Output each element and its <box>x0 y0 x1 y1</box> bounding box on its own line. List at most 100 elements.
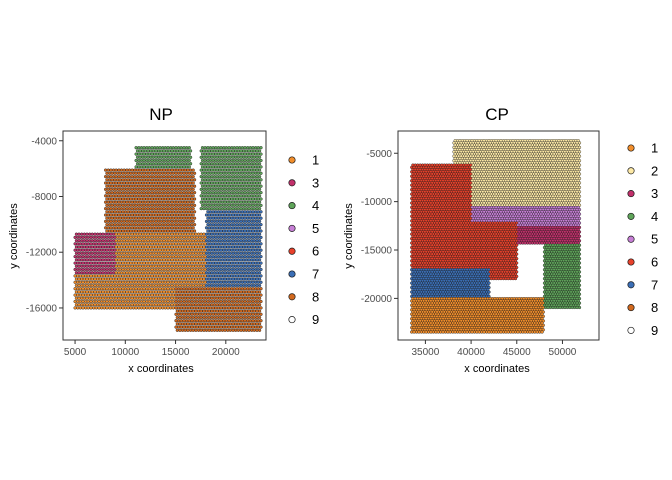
np-spot <box>190 184 194 188</box>
np-spot <box>255 181 259 185</box>
np-spot <box>153 293 157 297</box>
np-spot <box>186 290 190 294</box>
np-legend-label: 8 <box>312 289 319 304</box>
np-spot <box>197 322 201 326</box>
np-spot <box>236 168 240 172</box>
np-spot <box>163 274 167 278</box>
np-spot <box>252 168 256 172</box>
np-spot <box>146 175 150 179</box>
np-spot <box>255 264 259 268</box>
np-spot <box>126 255 130 259</box>
np-spot <box>232 287 236 291</box>
np-spot <box>254 274 258 278</box>
np-spot <box>170 149 174 153</box>
np-spot <box>191 322 195 326</box>
np-spot <box>211 325 215 329</box>
np-spot <box>248 306 252 310</box>
np-spot <box>127 245 132 249</box>
np-spot <box>113 274 117 278</box>
np-spot <box>94 299 98 304</box>
np-spot <box>218 175 222 179</box>
np-spot <box>200 235 205 239</box>
np-spot <box>143 187 147 191</box>
np-spot <box>130 251 134 255</box>
np-spot <box>159 207 163 211</box>
np-spot <box>194 309 198 313</box>
np-spot <box>187 158 191 163</box>
np-spot <box>207 207 211 211</box>
np-spot <box>232 306 236 310</box>
np-spot <box>166 235 170 239</box>
np-spot <box>147 152 151 156</box>
np-spot <box>185 210 189 214</box>
np-spot <box>82 258 86 262</box>
np-spot <box>212 251 217 255</box>
np-spot <box>126 306 130 310</box>
np-spot <box>185 158 189 163</box>
np-spot <box>248 210 252 214</box>
np-spot <box>183 309 187 313</box>
np-spot <box>218 232 222 236</box>
np-spot <box>259 223 263 227</box>
np-spot <box>151 149 155 153</box>
np-spot <box>173 258 177 262</box>
np-spot <box>174 152 178 156</box>
np-spot <box>228 168 232 172</box>
np-spot <box>243 312 247 316</box>
np-spot <box>114 303 118 307</box>
np-spot <box>107 267 112 272</box>
np-spot <box>171 171 175 175</box>
np-spot <box>126 235 130 239</box>
np-spot <box>153 223 157 227</box>
np-spot <box>185 319 189 323</box>
np-spot <box>131 171 136 175</box>
np-spot <box>158 184 162 188</box>
np-spot <box>251 242 255 246</box>
np-spot <box>149 187 153 191</box>
np-spot <box>243 255 247 259</box>
np-spot <box>210 162 214 166</box>
np-spot <box>199 162 203 166</box>
np-spot <box>141 207 145 211</box>
np-spot <box>134 158 138 163</box>
np-spot <box>208 267 213 272</box>
np-spot <box>169 306 173 310</box>
np-spot <box>230 171 234 175</box>
np-spot <box>238 171 242 175</box>
np-spot <box>182 197 186 201</box>
np-spot <box>159 251 163 255</box>
np-spot <box>223 226 227 230</box>
np-spot <box>126 287 130 291</box>
np-spot <box>98 283 102 288</box>
np-spot <box>193 203 197 207</box>
np-spot <box>115 242 120 246</box>
np-spot <box>151 277 155 281</box>
np-spot <box>117 200 121 204</box>
np-spot <box>215 290 219 294</box>
np-spot <box>256 325 260 329</box>
np-spot <box>244 322 248 326</box>
np-spot <box>103 226 108 230</box>
np-spot <box>159 162 163 166</box>
np-spot <box>175 251 179 255</box>
np-spot <box>82 245 86 249</box>
np-spot <box>126 197 130 201</box>
np-spot <box>77 239 81 243</box>
np-spot <box>208 146 213 150</box>
np-spot <box>149 213 153 217</box>
np-spot <box>185 223 189 227</box>
np-spot <box>191 296 195 300</box>
np-spot <box>118 223 122 227</box>
np-spot <box>203 152 207 156</box>
np-spot <box>228 194 232 198</box>
np-spot <box>197 264 201 268</box>
np-spot <box>215 328 219 332</box>
np-spot <box>177 267 181 272</box>
np-spot <box>129 210 133 214</box>
np-spot <box>202 264 206 268</box>
np-spot <box>146 162 150 166</box>
np-spot <box>199 200 203 204</box>
np-spot <box>206 274 210 278</box>
np-spot <box>206 171 210 175</box>
